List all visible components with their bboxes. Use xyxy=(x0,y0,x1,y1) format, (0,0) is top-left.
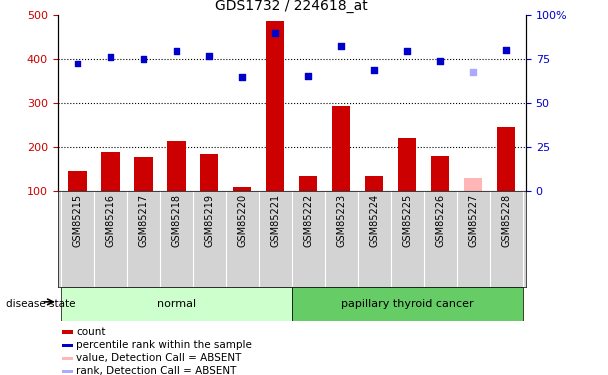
Bar xyxy=(61,287,292,321)
Bar xyxy=(299,176,317,191)
Text: normal: normal xyxy=(157,299,196,309)
Text: GSM85222: GSM85222 xyxy=(303,194,313,248)
Point xyxy=(435,58,445,64)
Bar xyxy=(365,176,383,191)
Text: rank, Detection Call = ABSENT: rank, Detection Call = ABSENT xyxy=(77,366,237,375)
Text: count: count xyxy=(77,327,106,337)
Text: GSM85221: GSM85221 xyxy=(271,194,280,247)
Point xyxy=(238,74,247,80)
Bar xyxy=(102,152,120,191)
Point xyxy=(402,48,412,54)
Text: value, Detection Call = ABSENT: value, Detection Call = ABSENT xyxy=(77,353,242,363)
Bar xyxy=(332,106,350,191)
Text: papillary thyroid cancer: papillary thyroid cancer xyxy=(341,299,474,309)
Text: GSM85227: GSM85227 xyxy=(468,194,478,248)
Bar xyxy=(431,156,449,191)
Point xyxy=(468,69,478,75)
Point xyxy=(303,73,313,79)
Bar xyxy=(497,128,515,191)
Bar xyxy=(63,330,73,333)
Text: GSM85216: GSM85216 xyxy=(106,194,116,247)
Bar xyxy=(398,138,416,191)
Title: GDS1732 / 224618_at: GDS1732 / 224618_at xyxy=(215,0,368,13)
Bar xyxy=(63,344,73,346)
Text: percentile rank within the sample: percentile rank within the sample xyxy=(77,340,252,350)
Point xyxy=(501,47,511,53)
Text: GSM85228: GSM85228 xyxy=(501,194,511,247)
Bar xyxy=(464,178,482,191)
Point xyxy=(106,54,116,60)
Bar xyxy=(201,154,218,191)
Bar xyxy=(233,187,252,191)
Text: GSM85223: GSM85223 xyxy=(336,194,347,247)
Text: GSM85224: GSM85224 xyxy=(369,194,379,247)
Point xyxy=(171,48,181,54)
Point xyxy=(336,43,346,49)
Bar xyxy=(134,157,153,191)
Bar xyxy=(63,370,73,373)
Text: GSM85226: GSM85226 xyxy=(435,194,445,247)
Bar xyxy=(63,357,73,360)
Text: GSM85215: GSM85215 xyxy=(72,194,83,247)
Text: GSM85217: GSM85217 xyxy=(139,194,148,247)
Bar xyxy=(266,21,285,191)
Text: disease state: disease state xyxy=(6,299,75,309)
Bar xyxy=(69,171,86,191)
Bar xyxy=(292,287,523,321)
Point xyxy=(370,67,379,73)
Point xyxy=(204,53,214,59)
Text: GSM85218: GSM85218 xyxy=(171,194,181,247)
Text: GSM85220: GSM85220 xyxy=(237,194,247,247)
Point xyxy=(139,56,148,62)
Point xyxy=(73,60,83,66)
Text: GSM85219: GSM85219 xyxy=(204,194,215,247)
Text: GSM85225: GSM85225 xyxy=(402,194,412,248)
Point xyxy=(271,30,280,36)
Bar xyxy=(167,141,185,191)
